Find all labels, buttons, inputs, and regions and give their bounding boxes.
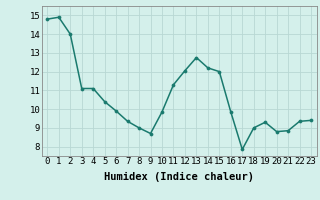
X-axis label: Humidex (Indice chaleur): Humidex (Indice chaleur) <box>104 172 254 182</box>
